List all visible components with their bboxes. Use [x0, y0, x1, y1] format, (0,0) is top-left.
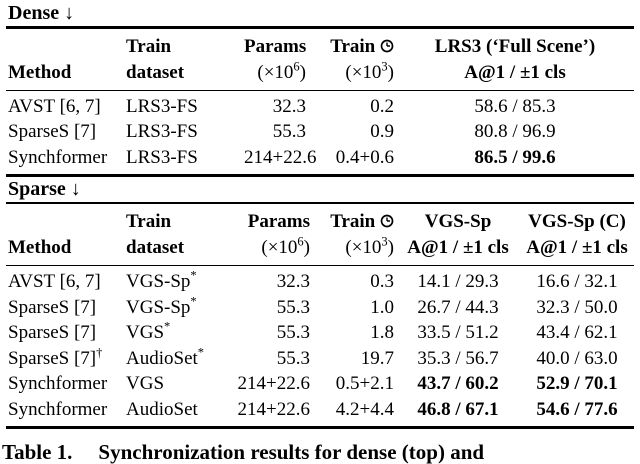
- table-row: Synchformer AudioSet 214+22.6 4.2+4.4 46.8 /…: [6, 397, 634, 427]
- cell-params: 55.3: [276, 296, 310, 318]
- cell-vgs-sp: 14.1 / 29.3: [417, 271, 499, 292]
- cell-method: Synchformer: [8, 398, 108, 420]
- cell-vgs-sp-c: 40.0 / 63.0: [536, 347, 618, 369]
- cell-train-dataset: LRS3-FS: [126, 121, 198, 142]
- cell-params: 214+22.6: [237, 398, 310, 420]
- cell-train-time: 19.7: [360, 347, 394, 369]
- cell-train-dataset: LRS3-FS: [126, 146, 198, 168]
- bottomrule-divider: [6, 426, 634, 429]
- col-header-train-dataset: Train dataset: [124, 204, 224, 266]
- caption-number: Table 1.: [2, 439, 73, 464]
- cell-train-dataset: LRS3-FS: [126, 95, 198, 117]
- cell-train-time: 1.8: [370, 322, 394, 343]
- cell-method: SparseS [7]: [8, 322, 97, 343]
- col-header-train-dataset: Train dataset: [124, 28, 242, 91]
- cell-train-time: 0.4+0.6: [335, 146, 394, 168]
- table-row: SparseS [7] VGS-Sp* 55.3 1.0 26.7 / 44.3 32.3…: [6, 295, 634, 321]
- toprule-divider: [6, 26, 634, 29]
- cell-method: SparseS [7]: [8, 121, 97, 142]
- cell-lrs3-full-scene: 58.6 / 85.3: [474, 95, 556, 117]
- table-caption: Table 1. Synchronization results for dens…: [2, 441, 634, 463]
- cell-train-dataset: VGS-Sp*: [126, 294, 197, 318]
- cell-train-time: 0.2: [370, 95, 394, 117]
- cell-params: 55.3: [272, 121, 306, 142]
- table-row: SparseS [7] LRS3-FS 55.3 0.9 80.8 / 96.9: [6, 119, 634, 145]
- bottomrule-divider: [6, 174, 634, 177]
- cell-train-dataset: AudioSet: [126, 398, 198, 420]
- cell-vgs-sp-c: 54.6 / 77.6: [536, 398, 618, 420]
- cell-params: 32.3: [272, 95, 306, 117]
- cell-train-dataset: AudioSet*: [126, 345, 205, 369]
- sparse-section-label: Sparse ↓: [8, 177, 81, 200]
- cell-train-time: 1.0: [370, 296, 394, 318]
- caption-text: Synchronization results for dense (top) …: [98, 439, 485, 464]
- table-row: AVST [6, 7] VGS-Sp* 32.3 0.3 14.1 / 29.3 16.6…: [6, 266, 634, 295]
- cell-method: SparseS [7]†: [8, 345, 103, 369]
- cell-params: 32.3: [276, 271, 310, 292]
- header-row: Method Train dataset Params (×106) Train (×10…: [6, 28, 634, 91]
- cell-vgs-sp: 46.8 / 67.1: [417, 398, 499, 420]
- cell-params: 214+22.6: [237, 373, 310, 394]
- table-row: SparseS [7]† AudioSet* 55.3 19.7 35.3 / 56.7…: [6, 346, 634, 372]
- cell-train-time: 0.9: [370, 121, 394, 142]
- cell-train-time: 0.5+2.1: [335, 373, 394, 394]
- cell-train-dataset: VGS-Sp*: [126, 268, 197, 292]
- sparse-results-table: Method Train dataset Params (×106) Train (×10…: [6, 204, 634, 426]
- col-header-params: Params (×106): [242, 28, 308, 91]
- header-row: Method Train dataset Params (×106) Train (×10…: [6, 204, 634, 266]
- cell-method: Synchformer: [8, 146, 108, 168]
- table-row: Synchformer VGS 214+22.6 0.5+2.1 43.7 / 60.2…: [6, 371, 634, 397]
- table-row: AVST [6, 7] LRS3-FS 32.3 0.2 58.6 / 85.3: [6, 90, 634, 119]
- cell-params: 55.3: [276, 347, 310, 369]
- cell-vgs-sp: 26.7 / 44.3: [417, 296, 499, 318]
- col-header-lrs3-full-scene: LRS3 (‘Full Scene’) A@1 / ±1 cls: [396, 28, 634, 91]
- cell-vgs-sp-c: 32.3 / 50.0: [536, 296, 618, 318]
- cell-vgs-sp: 43.7 / 60.2: [417, 373, 499, 394]
- col-header-train-time: Train (×103): [308, 28, 396, 91]
- col-header-train-time: Train (×103): [312, 204, 396, 266]
- table-row: Synchformer LRS3-FS 214+22.6 0.4+0.6 86.5 / …: [6, 145, 634, 175]
- cell-vgs-sp-c: 52.9 / 70.1: [536, 373, 618, 394]
- cell-method: AVST [6, 7]: [8, 271, 101, 292]
- col-header-params: Params (×106): [224, 204, 312, 266]
- cell-vgs-sp: 33.5 / 51.2: [417, 322, 499, 343]
- cell-lrs3-full-scene: 86.5 / 99.6: [474, 146, 556, 168]
- toprule-divider: [6, 201, 634, 204]
- cell-vgs-sp-c: 16.6 / 32.1: [536, 271, 618, 292]
- cell-train-dataset: VGS: [126, 373, 165, 394]
- clock-icon: [380, 39, 394, 52]
- cell-vgs-sp: 35.3 / 56.7: [417, 347, 499, 369]
- cell-method: SparseS [7]: [8, 296, 97, 318]
- cell-params: 214+22.6: [244, 146, 317, 168]
- cell-lrs3-full-scene: 80.8 / 96.9: [474, 121, 556, 142]
- cell-train-dataset: VGS*: [126, 319, 171, 343]
- cell-train-time: 4.2+4.4: [335, 398, 394, 420]
- cell-params: 55.3: [276, 322, 310, 343]
- col-header-method: Method: [6, 204, 124, 266]
- col-header-vgs-sp-c: VGS-Sp (C) A@1 / ±1 cls: [520, 204, 634, 266]
- clock-icon: [380, 214, 394, 228]
- col-header-vgs-sp: VGS-Sp A@1 / ±1 cls: [396, 204, 520, 266]
- cell-vgs-sp-c: 43.4 / 62.1: [536, 322, 618, 343]
- dense-results-table: Method Train dataset Params (×106) Train (×10…: [6, 28, 634, 175]
- cell-method: Synchformer: [8, 373, 108, 394]
- cell-method: AVST [6, 7]: [8, 95, 101, 117]
- col-header-method: Method: [6, 28, 124, 91]
- dense-section-label: Dense ↓: [8, 2, 75, 24]
- table-row: SparseS [7] VGS* 55.3 1.8 33.5 / 51.2 43.4 / …: [6, 320, 634, 346]
- cell-train-time: 0.3: [370, 271, 394, 292]
